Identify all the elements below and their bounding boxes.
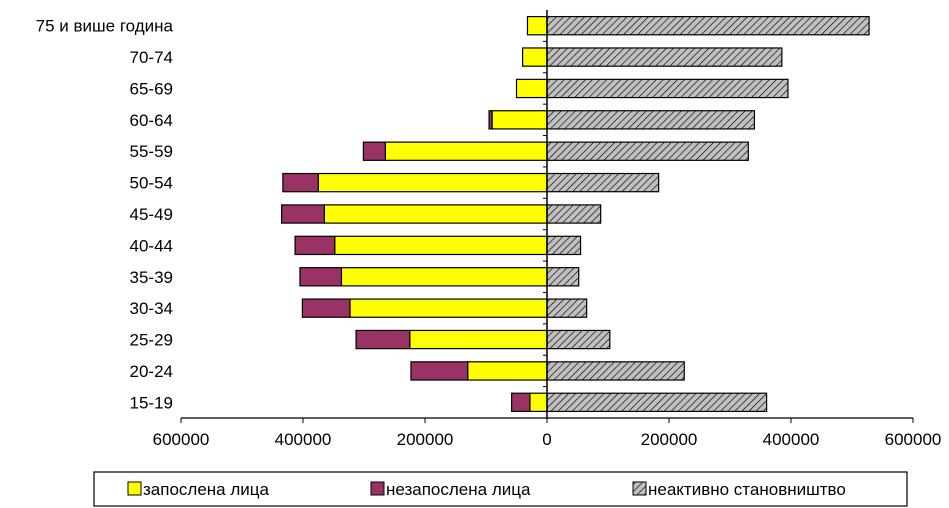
- category-label: 55-59: [130, 142, 173, 161]
- bar-неактивно-становништво-20-24: [546, 361, 685, 381]
- x-tick-label: 600000: [153, 430, 210, 449]
- category-label: 70-74: [130, 48, 173, 67]
- bar-незапослена-лица-45-49: [281, 204, 325, 224]
- category-label: 20-24: [130, 362, 173, 381]
- x-tick-label: 400000: [763, 430, 820, 449]
- bar-неактивно-становништво-25-29: [546, 329, 611, 350]
- category-label: 35-39: [130, 268, 173, 287]
- bar-незапослена-лица-55-59: [362, 141, 386, 161]
- legend-swatch: [370, 481, 385, 496]
- legend-item: незапослена лица: [370, 480, 531, 499]
- bar-неактивно-становништво-50-54: [546, 172, 660, 193]
- bar-запослена-лица-35-39: [340, 267, 548, 287]
- bar-незапослена-лица-25-29: [355, 329, 411, 350]
- legend-label: запослена лица: [143, 480, 270, 499]
- bar-запослена-лица-60-64: [491, 110, 548, 130]
- bar-неактивно-становништво-45-49: [546, 204, 602, 224]
- bar-запослена-лица-45-49: [323, 204, 548, 224]
- legend-label: незапослена лица: [386, 480, 531, 499]
- bar-запослена-лица-20-24: [467, 361, 548, 381]
- bar-запослена-лица-30-34: [349, 298, 548, 318]
- legend-swatch: [632, 481, 647, 496]
- bar-запослена-лица-65-69: [515, 78, 548, 99]
- category-label: 65-69: [130, 79, 173, 98]
- category-label: 45-49: [130, 205, 173, 224]
- bar-незапослена-лица-50-54: [282, 172, 319, 193]
- plot-area: 15-19 20-24 25-29 30-34 35-39 40-44 45-49 50-54…: [36, 10, 942, 449]
- bar-запослена-лица-70-74: [521, 47, 548, 67]
- bar-неактивно-становништво-40-44: [546, 235, 582, 256]
- bar-неактивно-становништво-60-64: [546, 110, 755, 130]
- legend-swatch: [127, 481, 142, 496]
- category-label: 50-54: [130, 174, 173, 193]
- bar-неактивно-становништво-35-39: [546, 267, 580, 287]
- bar-запослена-лица-75-и-више-година: [526, 15, 548, 36]
- bar-неактивно-становништво-65-69: [546, 78, 789, 99]
- bar-запослена-лица-55-59: [384, 141, 548, 161]
- x-tick-label: 600000: [885, 430, 942, 449]
- legend-box: [93, 471, 908, 507]
- x-tick-label: 400000: [275, 430, 332, 449]
- category-label: 75 и више година: [36, 17, 174, 36]
- bar-неактивно-становништво-55-59: [546, 141, 749, 161]
- bar-неактивно-становништво-70-74: [546, 47, 783, 67]
- bar-незапослена-лица-15-19: [511, 392, 531, 413]
- x-tick-label: 200000: [641, 430, 698, 449]
- bar-незапослена-лица-60-64: [488, 110, 493, 130]
- legend-item: запослена лица: [127, 480, 270, 499]
- category-label: 30-34: [130, 299, 173, 318]
- bar-запослена-лица-15-19: [529, 392, 548, 413]
- bar-запослена-лица-25-29: [409, 329, 548, 350]
- category-label: 15-19: [130, 393, 173, 412]
- x-tick-label: 200000: [397, 430, 454, 449]
- bar-неактивно-становништво-75-и-више-година: [546, 15, 870, 36]
- bar-незапослена-лица-20-24: [410, 361, 469, 381]
- bar-запослена-лица-40-44: [334, 235, 548, 256]
- category-label: 40-44: [130, 236, 173, 255]
- legend-label: неактивно становништво: [648, 480, 846, 499]
- category-label: 60-64: [130, 111, 173, 130]
- bar-незапослена-лица-35-39: [299, 267, 343, 287]
- bar-неактивно-становништво-30-34: [546, 298, 588, 318]
- bar-запослена-лица-50-54: [317, 172, 548, 193]
- legend: запослена лица незапослена лица неактивно …: [93, 471, 908, 507]
- bar-неактивно-становништво-15-19: [546, 392, 768, 413]
- category-label: 25-29: [130, 331, 173, 350]
- legend-item: неактивно становништво: [632, 480, 846, 499]
- bar-незапослена-лица-30-34: [301, 298, 351, 318]
- bar-незапослена-лица-40-44: [294, 235, 336, 256]
- x-tick-label: 0: [542, 430, 551, 449]
